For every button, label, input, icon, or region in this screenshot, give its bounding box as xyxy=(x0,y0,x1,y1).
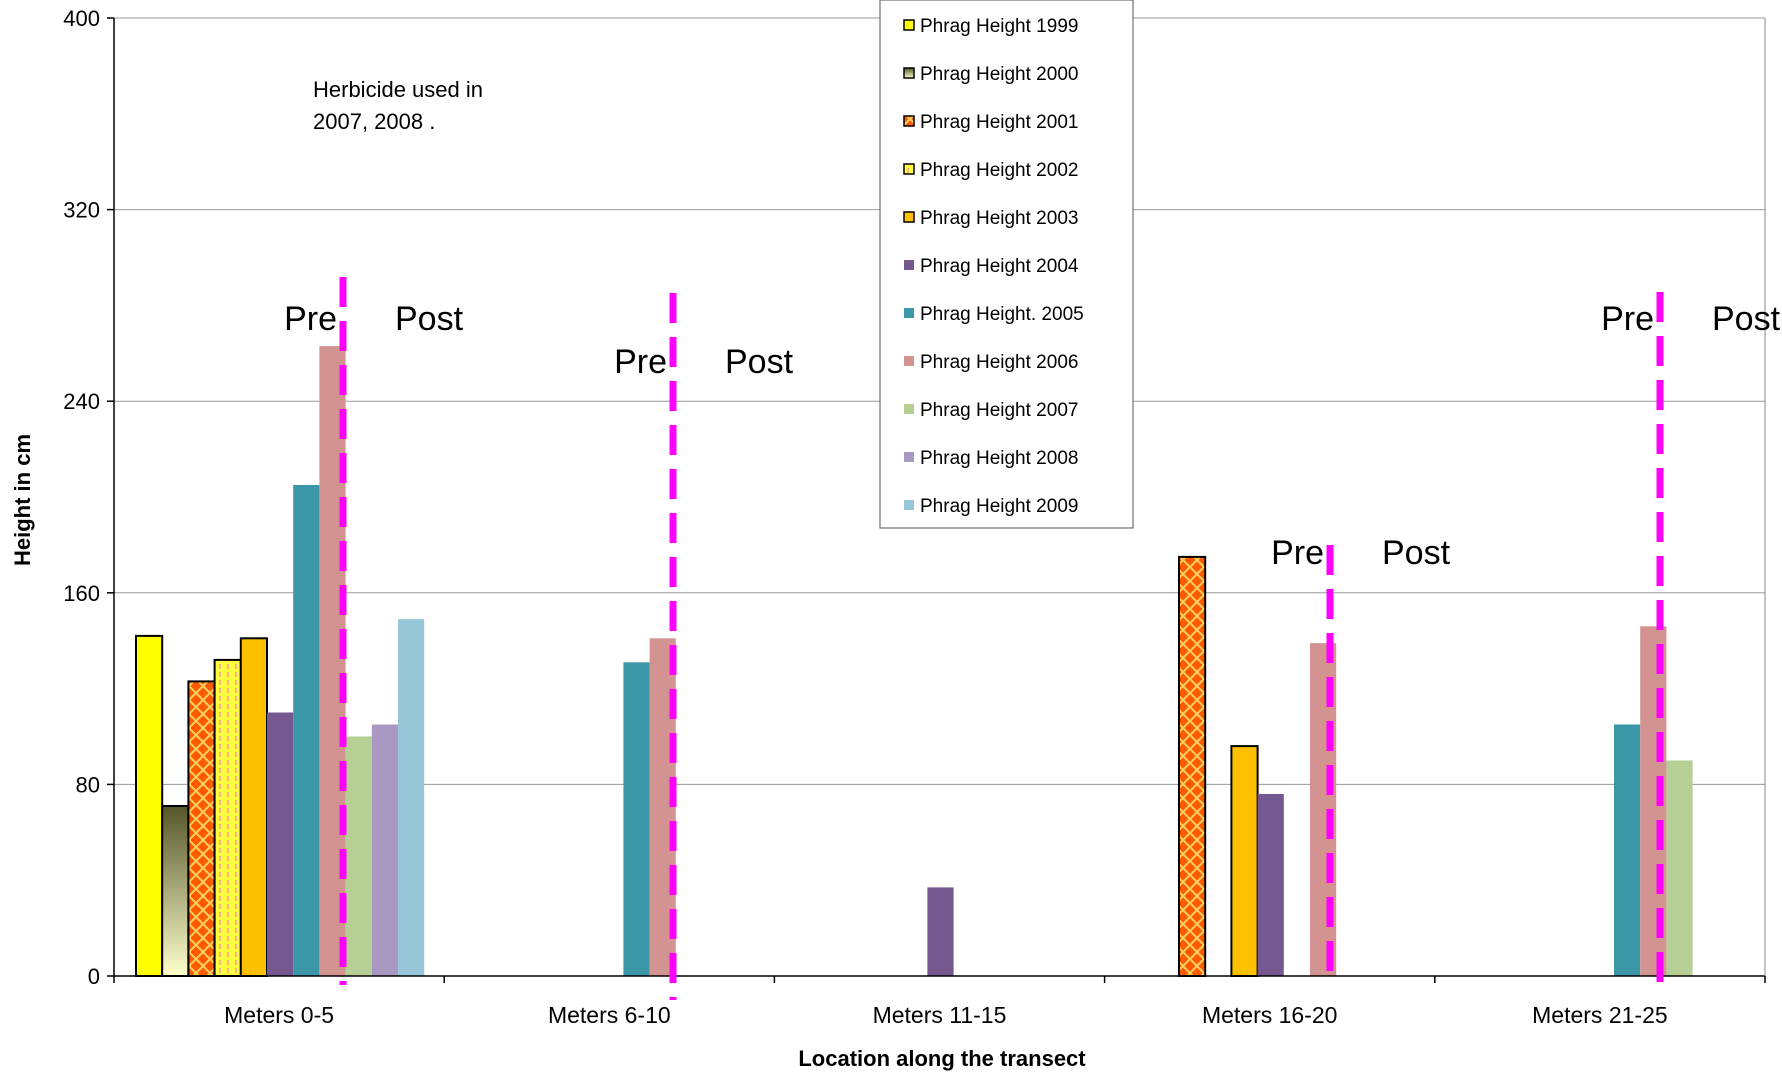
x-axis-title: Location along the transect xyxy=(798,1046,1086,1071)
y-tick-labels: 0 80 160 240 320 400 xyxy=(63,6,100,989)
legend-label: Phrag Height 2006 xyxy=(920,352,1078,373)
bar xyxy=(1230,745,1259,977)
post-label: Post xyxy=(395,300,464,338)
pre-label: Pre xyxy=(1601,300,1654,338)
post-label: Post xyxy=(725,343,794,381)
bar xyxy=(1178,555,1207,978)
bar xyxy=(371,724,398,976)
bar xyxy=(267,712,294,976)
bar xyxy=(1257,794,1284,976)
x-tick-label: Meters 21-25 xyxy=(1532,1002,1668,1028)
pre-post-dividers: Pre Post Pre Post Pre Post Pre Post xyxy=(284,277,1781,1000)
legend-label: Phrag Height 2000 xyxy=(920,64,1078,85)
legend-label: Phrag Height 2003 xyxy=(920,208,1078,229)
x-tick-label: Meters 6-10 xyxy=(548,1002,671,1028)
legend-swatch xyxy=(904,500,914,510)
y-tick-label: 320 xyxy=(63,198,100,223)
legend-label: Phrag Height 2009 xyxy=(920,496,1078,517)
bar xyxy=(293,485,320,976)
bar xyxy=(135,634,164,978)
legend-label: Phrag Height. 2005 xyxy=(920,304,1084,325)
pre-label: Pre xyxy=(614,343,667,381)
y-tick-label: 160 xyxy=(63,581,100,606)
legend-swatch xyxy=(903,115,915,127)
bar xyxy=(345,736,372,976)
bar xyxy=(239,637,269,977)
legend-swatch xyxy=(904,404,914,414)
post-label: Post xyxy=(1712,300,1781,338)
bars xyxy=(135,346,1693,978)
x-tick-label: Meters 0-5 xyxy=(224,1002,334,1028)
bar xyxy=(319,346,346,977)
y-axis-title: Height in cm xyxy=(10,434,35,566)
legend-swatch xyxy=(904,308,914,318)
legend-label: Phrag Height 2008 xyxy=(920,448,1078,469)
pre-label: Pre xyxy=(1271,534,1324,572)
legend-swatch xyxy=(903,19,915,31)
bar xyxy=(1666,760,1693,976)
bar xyxy=(161,805,190,977)
y-tick-label: 80 xyxy=(76,772,100,797)
bar xyxy=(187,680,216,978)
legend-label: Phrag Height 2007 xyxy=(920,400,1078,421)
herbicide-note-line-1: Herbicide used in xyxy=(313,77,483,102)
x-tick-label: Meters 11-15 xyxy=(873,1002,1007,1028)
legend-swatch xyxy=(903,211,915,223)
x-tick-label: Meters 16-20 xyxy=(1202,1002,1338,1028)
legend: Phrag Height 1999 Phrag Height 2000 Phrag … xyxy=(879,0,1134,529)
x-tick-labels: Meters 0-5 Meters 6-10 Meters 11-15 Meters … xyxy=(224,1002,1668,1028)
y-tick-label: 400 xyxy=(63,6,100,31)
bar xyxy=(927,887,954,976)
herbicide-note-line-2: 2007, 2008 . xyxy=(313,109,435,134)
pre-label: Pre xyxy=(284,300,337,338)
bar xyxy=(213,658,242,978)
y-tick-label: 240 xyxy=(63,389,100,414)
legend-swatch xyxy=(904,356,914,366)
legend-label: Phrag Height 2001 xyxy=(920,112,1078,133)
y-tick-label: 0 xyxy=(88,964,100,989)
bar xyxy=(1614,724,1641,976)
legend-swatch xyxy=(903,67,915,79)
bar xyxy=(623,662,650,976)
legend-swatch xyxy=(904,260,914,270)
legend-label: Phrag Height 1999 xyxy=(920,16,1078,37)
legend-box xyxy=(879,0,1134,529)
post-label: Post xyxy=(1382,534,1451,572)
legend-swatch xyxy=(903,163,915,175)
legend-swatch xyxy=(904,452,914,462)
legend-label: Phrag Height 2002 xyxy=(920,160,1078,181)
legend-label: Phrag Height 2004 xyxy=(920,256,1079,277)
axes xyxy=(107,17,1766,983)
bar xyxy=(398,619,425,976)
